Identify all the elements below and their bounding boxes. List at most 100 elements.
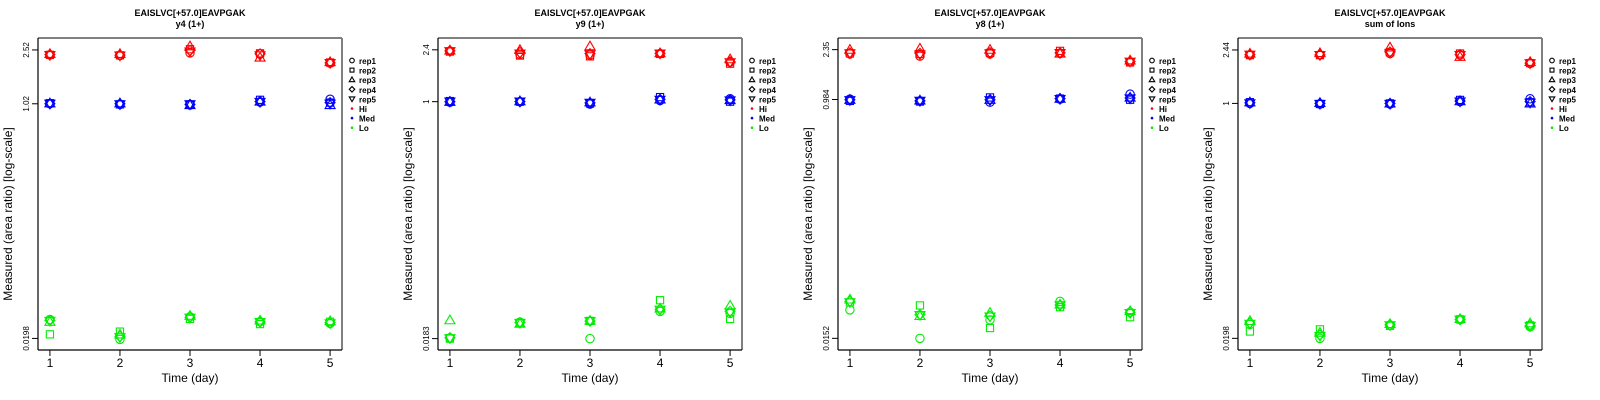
- data-point-lo-rep3: [984, 306, 996, 317]
- series-hi: [1243, 41, 1537, 70]
- data-point-med-rep5: [1384, 99, 1396, 111]
- legend-label: rep5: [359, 95, 376, 104]
- data-point-lo-rep5: [1243, 319, 1256, 330]
- data-point-lo-rep4: [1314, 329, 1326, 341]
- legend-symbol-rep5: [1548, 96, 1556, 103]
- data-point-med-rep3: [1124, 91, 1137, 102]
- legend-symbol-rep3: [348, 75, 356, 83]
- data-point-hi-rep5: [654, 49, 667, 60]
- legend-symbol-rep5: [1148, 96, 1156, 103]
- data-point-hi-rep3: [654, 47, 667, 58]
- data-point-med-rep5: [724, 96, 737, 107]
- legend-dot-lo: [750, 126, 754, 129]
- data-point-med-rep5: [324, 99, 337, 110]
- data-point-lo-rep5: [913, 310, 926, 322]
- x-tick-label: 2: [517, 356, 524, 370]
- data-point-med-rep3: [724, 93, 737, 105]
- data-point-hi-rep5: [513, 49, 526, 60]
- data-point-hi-rep5: [1454, 50, 1467, 62]
- data-point-lo-rep2: [45, 330, 55, 339]
- series-med: [443, 92, 737, 109]
- legend-symbol-rep1: [1549, 57, 1555, 64]
- data-point-med-rep5: [654, 95, 667, 107]
- data-point-hi-rep3: [443, 44, 456, 55]
- data-point-hi-rep4: [184, 44, 196, 57]
- series-med: [43, 94, 337, 111]
- data-point-med-rep3: [254, 95, 267, 106]
- data-point-lo-rep2: [115, 327, 125, 336]
- series-lo: [43, 309, 337, 345]
- data-point-med-rep1: [325, 94, 335, 105]
- legend-dot-hi: [1150, 107, 1154, 110]
- y-tick-label: 2.44: [1222, 42, 1231, 58]
- legend-dot-lo: [350, 126, 354, 129]
- x-tick-label: 2: [117, 356, 124, 370]
- legend-label: rep4: [759, 86, 776, 95]
- y-axis-label: Measured (area ratio) [log-scale]: [401, 127, 415, 300]
- legend-label: rep1: [1159, 57, 1176, 66]
- chart-subtitle: y4 (1+): [176, 19, 205, 29]
- x-tick-label: 1: [47, 356, 54, 370]
- legend-label: rep3: [759, 76, 776, 85]
- data-point-lo-rep5: [1454, 315, 1467, 326]
- data-point-hi-rep5: [324, 58, 337, 70]
- y-axis-label: Measured (area ratio) [log-scale]: [801, 127, 815, 300]
- x-tick-label: 4: [257, 356, 264, 370]
- y-tick-label: 0.0198: [1222, 326, 1231, 351]
- data-point-hi-rep5: [843, 49, 856, 60]
- data-point-med-rep5: [984, 96, 996, 107]
- legend-label: rep1: [759, 57, 776, 66]
- legend-symbol-rep1: [1149, 57, 1155, 64]
- x-axis-label: Time (day): [1362, 371, 1419, 385]
- legend-dot-med: [750, 116, 754, 120]
- data-point-lo-rep5: [984, 312, 996, 323]
- data-point-med-rep3: [984, 93, 996, 104]
- x-tick-label: 5: [1127, 356, 1134, 370]
- legend-label: Hi: [359, 105, 367, 114]
- y-tick-label: 1: [422, 99, 431, 104]
- data-point-med-rep3: [1384, 97, 1396, 108]
- legend-label: Hi: [1559, 105, 1567, 114]
- data-point-med-rep3: [843, 93, 856, 104]
- data-point-hi-rep3: [324, 55, 337, 67]
- data-point-med-rep5: [913, 96, 926, 108]
- data-point-hi-rep3: [1384, 41, 1396, 52]
- legend-symbol-rep2: [349, 67, 355, 73]
- legend-label: rep5: [759, 95, 776, 104]
- legend-dot-hi: [750, 107, 754, 110]
- legend-label: rep4: [359, 86, 376, 95]
- chart-title: EAISLVC[+57.0]EAVPGAK: [935, 8, 1046, 18]
- data-point-hi-rep5: [43, 50, 56, 62]
- y-tick-label: 1.02: [22, 95, 31, 111]
- data-point-lo-rep2: [725, 314, 735, 324]
- data-point-hi-rep3: [184, 40, 196, 51]
- data-point-lo-rep5: [843, 298, 856, 309]
- x-tick-label: 1: [1247, 356, 1254, 370]
- y-tick-label: 2.52: [22, 42, 31, 58]
- data-point-lo-rep5: [654, 305, 667, 316]
- legend-symbol-rep4: [1548, 85, 1556, 93]
- x-tick-label: 2: [917, 356, 924, 370]
- y-tick-label: 1: [1222, 101, 1231, 106]
- x-tick-label: 5: [727, 356, 734, 370]
- legend-dot-med: [1550, 116, 1554, 120]
- legend-label: Lo: [359, 124, 369, 133]
- data-point-med-rep3: [654, 93, 667, 104]
- legend-dot-lo: [1150, 126, 1154, 129]
- series-lo: [843, 293, 1137, 344]
- data-point-hi-rep5: [1054, 49, 1067, 60]
- data-point-lo-rep5: [584, 316, 596, 328]
- data-point-med-rep3: [1054, 92, 1067, 103]
- legend-symbol-rep4: [748, 85, 756, 93]
- data-point-med-rep3: [113, 97, 126, 108]
- legend-label: rep1: [1559, 57, 1576, 66]
- data-point-hi-rep5: [184, 47, 196, 58]
- x-tick-label: 3: [987, 356, 994, 370]
- legend-label: rep3: [359, 76, 376, 85]
- data-point-hi-rep3: [43, 47, 56, 58]
- data-point-med-rep3: [1313, 96, 1326, 107]
- legend-label: rep2: [1159, 67, 1176, 76]
- y-tick-label: 0.0198: [22, 326, 31, 351]
